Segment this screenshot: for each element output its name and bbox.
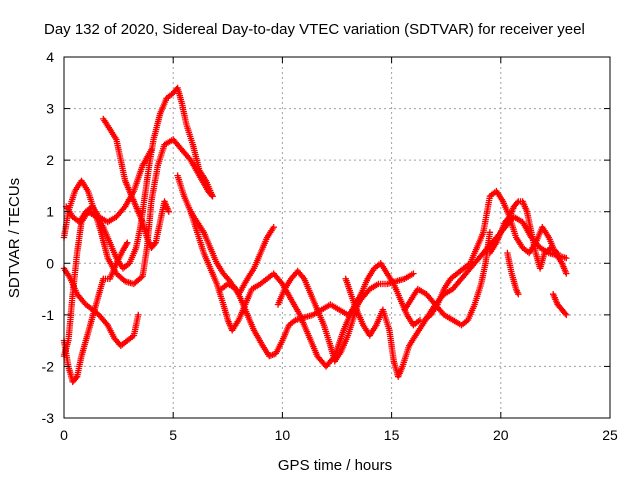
series-arc-e bbox=[100, 115, 172, 251]
x-tick-label: 15 bbox=[384, 427, 400, 443]
data-point bbox=[486, 229, 494, 236]
data-point bbox=[563, 270, 570, 277]
x-tick-label: 20 bbox=[493, 427, 509, 443]
chart-title: Day 132 of 2020, Sidereal Day-to-day VTE… bbox=[44, 21, 585, 38]
data-point bbox=[209, 193, 216, 200]
data-point bbox=[138, 274, 145, 281]
series-arc-p bbox=[550, 291, 570, 319]
series-arc-m bbox=[421, 187, 570, 324]
data-point bbox=[514, 199, 521, 206]
y-tick-label: 1 bbox=[46, 204, 54, 220]
x-axis-ticks: 0 5 10 15 20 25 bbox=[60, 57, 618, 443]
x-tick-label: 5 bbox=[169, 427, 177, 443]
data-series bbox=[60, 84, 570, 386]
y-tick-label: -1 bbox=[42, 307, 55, 323]
x-tick-label: 0 bbox=[60, 427, 68, 443]
series-arc-a bbox=[60, 136, 216, 288]
series-arc-i bbox=[218, 270, 417, 360]
data-point bbox=[410, 270, 417, 277]
x-axis-title: GPS time / hours bbox=[278, 457, 392, 474]
y-tick-label: 2 bbox=[46, 152, 54, 168]
data-point bbox=[554, 249, 561, 257]
x-tick-label: 25 bbox=[602, 427, 618, 443]
data-point bbox=[563, 254, 570, 262]
series-arc-f bbox=[63, 146, 155, 226]
series-arc-h bbox=[187, 208, 365, 370]
grid-lines bbox=[64, 57, 610, 418]
data-point bbox=[124, 239, 131, 246]
y-tick-label: -3 bbox=[42, 410, 55, 426]
series-arc-l bbox=[401, 229, 494, 329]
plot-frame bbox=[63, 56, 611, 419]
y-axis-ticks: -3 -2 -1 0 1 2 3 4 bbox=[42, 49, 610, 426]
y-tick-label: 3 bbox=[46, 101, 54, 117]
y-tick-label: 4 bbox=[46, 49, 54, 65]
series-arc-o bbox=[504, 249, 522, 298]
data-point bbox=[165, 208, 172, 215]
y-tick-label: -2 bbox=[42, 358, 55, 374]
series-arc-g bbox=[174, 172, 277, 298]
data-point bbox=[563, 311, 570, 319]
y-tick-label: 0 bbox=[46, 255, 54, 271]
series-arc-j bbox=[274, 260, 424, 365]
y-axis-title: SDTVAR / TECUs bbox=[6, 178, 23, 298]
data-point bbox=[72, 374, 80, 382]
series-arc-n bbox=[486, 198, 561, 272]
data-point bbox=[151, 240, 158, 248]
data-point bbox=[148, 146, 155, 153]
series-arc-d bbox=[60, 239, 131, 386]
data-point bbox=[135, 311, 142, 319]
x-tick-label: 10 bbox=[275, 427, 291, 443]
data-point bbox=[515, 291, 522, 298]
data-point bbox=[562, 310, 569, 317]
data-point bbox=[270, 224, 277, 231]
